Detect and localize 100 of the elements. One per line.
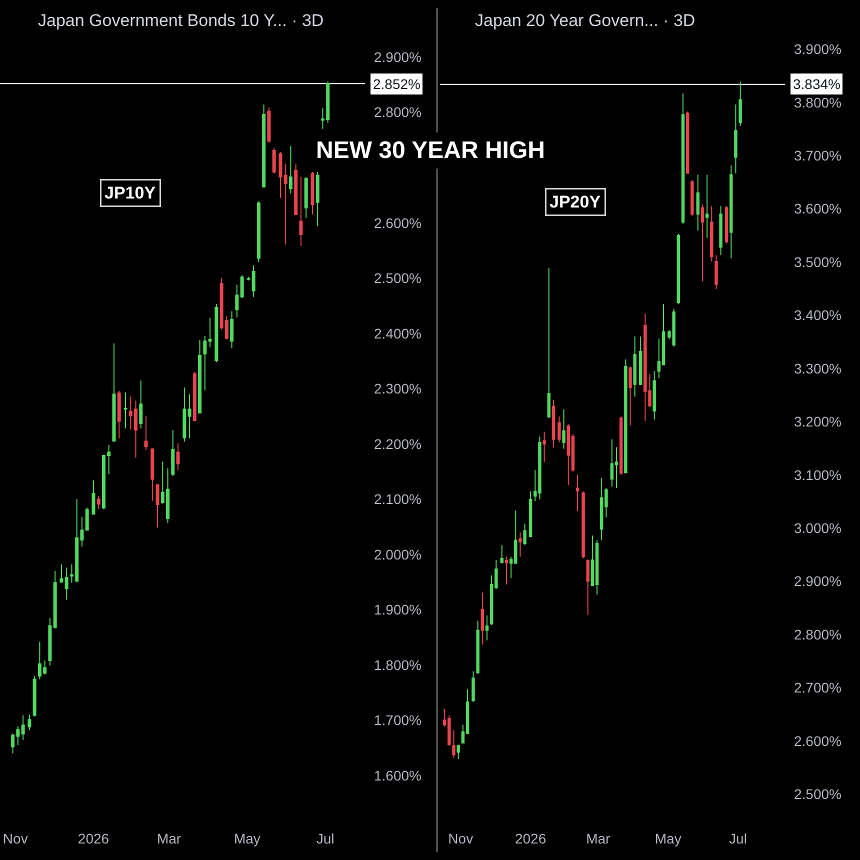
candlestick bbox=[456, 744, 460, 760]
candlestick bbox=[192, 372, 196, 422]
candlestick bbox=[246, 276, 250, 281]
y-tick-label: 1.600% bbox=[374, 767, 422, 784]
candlestick bbox=[256, 200, 260, 263]
candlestick bbox=[284, 163, 288, 245]
candlestick bbox=[696, 174, 700, 232]
y-tick-label: 3.700% bbox=[794, 148, 842, 164]
candlestick bbox=[267, 106, 271, 144]
candlestick bbox=[504, 556, 508, 585]
candlestick bbox=[235, 284, 239, 318]
candlestick bbox=[150, 448, 154, 502]
candlestick bbox=[734, 104, 738, 174]
y-tick-label: 3.800% bbox=[794, 94, 842, 110]
candlestick bbox=[252, 264, 256, 298]
y-tick-label: 3.100% bbox=[794, 466, 842, 483]
candlestick bbox=[92, 480, 96, 516]
chart-title: Japan Government Bonds 10 Y... · 3D bbox=[38, 11, 324, 30]
candlestick bbox=[690, 180, 694, 216]
candlestick bbox=[182, 387, 186, 442]
y-tick-label: 2.600% bbox=[374, 214, 422, 231]
candlestick bbox=[299, 176, 303, 247]
candlestick bbox=[288, 146, 292, 194]
candlestick bbox=[262, 104, 266, 188]
candlestick bbox=[676, 233, 680, 305]
y-tick-label: 2.900% bbox=[794, 573, 842, 590]
candlestick bbox=[619, 416, 623, 476]
y-tick-label: 3.600% bbox=[794, 200, 842, 217]
candlestick bbox=[610, 438, 614, 488]
y-tick-label: 2.000% bbox=[374, 546, 422, 562]
candlestick bbox=[700, 204, 704, 282]
candlestick bbox=[476, 620, 480, 674]
candlestick bbox=[738, 81, 742, 126]
candlestick bbox=[552, 399, 556, 448]
y-tick-label: 3.300% bbox=[794, 360, 842, 376]
candlestick bbox=[208, 317, 212, 348]
y-tick-label: 2.800% bbox=[794, 626, 842, 642]
candlestick bbox=[518, 532, 522, 558]
candlestick bbox=[595, 540, 599, 596]
y-tick-label: 2.200% bbox=[374, 436, 422, 452]
candlestick bbox=[480, 592, 484, 646]
candlestick bbox=[576, 474, 580, 512]
candlestick bbox=[705, 174, 709, 239]
y-tick-label: 2.500% bbox=[794, 786, 842, 802]
x-tick-label: Nov bbox=[2, 830, 28, 846]
candlestick bbox=[53, 570, 57, 629]
candlestick bbox=[139, 380, 143, 429]
candlestick bbox=[156, 484, 160, 528]
y-tick-label: 2.700% bbox=[794, 680, 842, 696]
candlestick bbox=[730, 164, 733, 259]
candlestick bbox=[124, 392, 128, 429]
y-tick-label: 2.100% bbox=[374, 491, 422, 508]
candlestick bbox=[633, 336, 636, 398]
candlestick bbox=[523, 523, 526, 546]
candlestick bbox=[230, 310, 234, 349]
candlestick bbox=[310, 172, 314, 216]
candlestick bbox=[240, 274, 244, 298]
candlestick bbox=[719, 206, 722, 256]
x-tick-label: Nov bbox=[448, 830, 474, 846]
candlestick bbox=[624, 358, 628, 474]
y-tick-label: 3.400% bbox=[794, 307, 842, 324]
candlestick bbox=[452, 730, 456, 758]
x-tick-label: 2026 bbox=[78, 830, 110, 846]
candlestick bbox=[203, 336, 207, 391]
chart-title: Japan 20 Year Govern... · 3D bbox=[475, 11, 696, 30]
y-tick-label: 3.900% bbox=[794, 41, 842, 58]
y-tick-label: 1.900% bbox=[374, 602, 422, 618]
candlestick bbox=[485, 614, 489, 641]
y-tick-label: 1.700% bbox=[374, 712, 422, 728]
candlestick bbox=[652, 370, 656, 420]
candlestick bbox=[686, 110, 690, 174]
candlestick bbox=[582, 490, 585, 559]
candlestick bbox=[144, 415, 148, 450]
candlestick bbox=[558, 416, 561, 443]
candlestick bbox=[171, 430, 175, 476]
x-tick-label: Mar bbox=[156, 830, 182, 846]
x-tick-label: 2026 bbox=[514, 830, 546, 846]
candlestick bbox=[586, 558, 590, 616]
candlestick bbox=[32, 675, 36, 717]
y-tick-label: 2.800% bbox=[374, 104, 422, 120]
candlestick bbox=[188, 394, 192, 439]
candlestick bbox=[85, 506, 89, 532]
ref-line-label: 2.852% bbox=[373, 76, 420, 92]
candlestick bbox=[681, 92, 685, 224]
candlestick bbox=[316, 172, 320, 227]
candlestick bbox=[96, 495, 100, 510]
x-tick-label: Mar bbox=[586, 830, 611, 846]
candlestick bbox=[198, 340, 202, 414]
y-tick-label: 3.500% bbox=[794, 254, 842, 270]
candlestick bbox=[547, 267, 551, 418]
candlestick bbox=[272, 147, 276, 174]
annotation: NEW 30 YEAR HIGH bbox=[316, 137, 545, 164]
candlestick bbox=[28, 714, 32, 731]
candlestick bbox=[214, 304, 218, 363]
candlestick bbox=[176, 442, 180, 471]
candlestick bbox=[710, 206, 714, 262]
annotation: JP10Y bbox=[104, 184, 156, 202]
candlestick bbox=[64, 567, 68, 600]
candlestick bbox=[21, 714, 25, 741]
candlestick bbox=[472, 670, 475, 703]
